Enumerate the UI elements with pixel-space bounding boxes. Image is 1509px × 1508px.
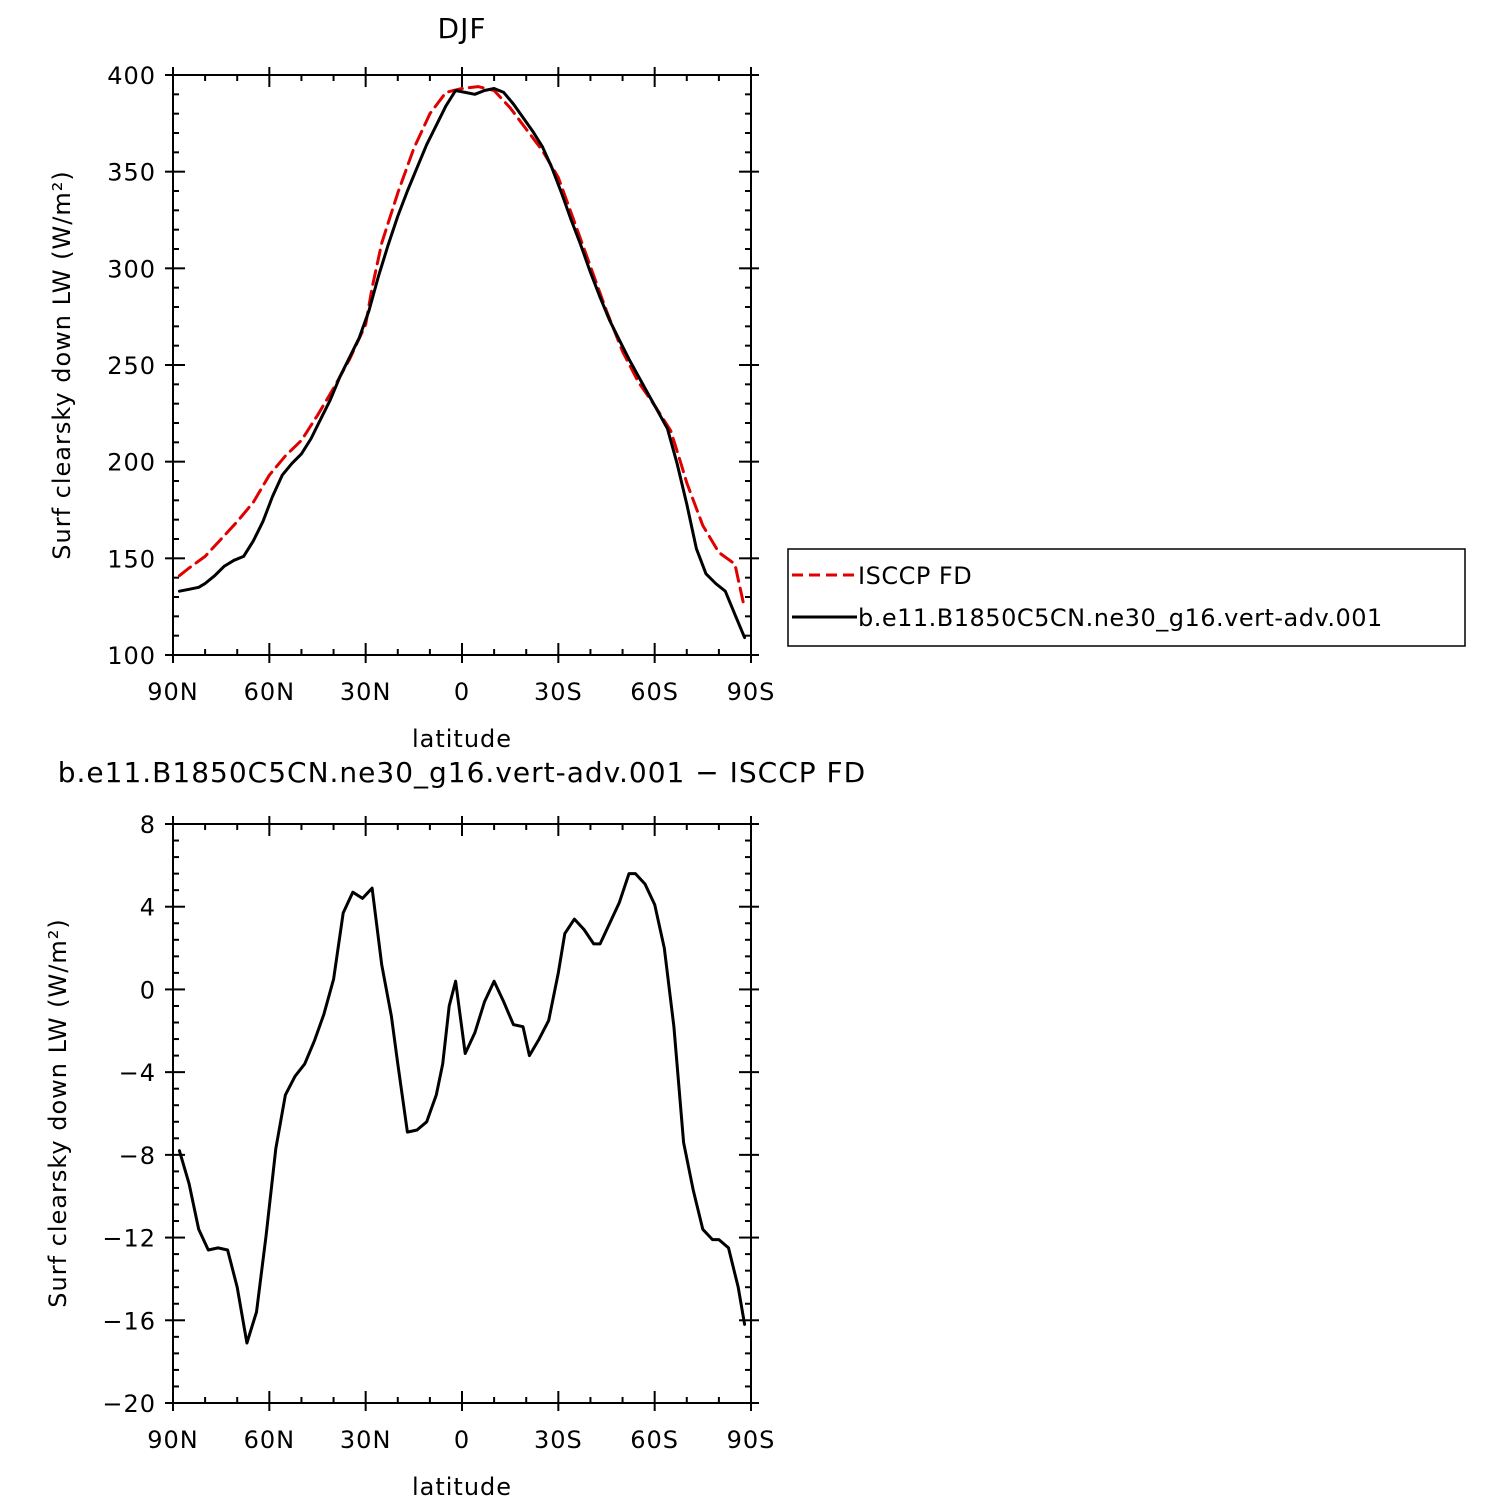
bottom-x-tick-label: 30S	[534, 1426, 583, 1454]
bottom-x-tick-label: 90N	[147, 1426, 199, 1454]
top-x-tick-label: 0	[454, 678, 470, 706]
top-y-tick-label: 400	[107, 62, 156, 90]
bottom-y-tick-label: −8	[119, 1142, 156, 1170]
top-y-axis-label: Surf clearsky down LW (W/m²)	[48, 170, 76, 559]
top-y-tick-label: 100	[107, 642, 156, 670]
bottom-y-axis-label: Surf clearsky down LW (W/m²)	[44, 918, 72, 1307]
top-x-axis-label: latitude	[412, 725, 512, 753]
top-y-tick-label: 300	[107, 255, 156, 283]
bottom-y-tick-label: −12	[102, 1225, 156, 1253]
top-x-tick-label: 90N	[147, 678, 199, 706]
bottom-x-tick-label: 90S	[727, 1426, 776, 1454]
bottom-y-tick-label: 0	[140, 976, 156, 1004]
bottom-y-tick-label: 8	[140, 811, 156, 839]
top-panel: DJF latitude Surf clearsky down LW (W/m²…	[48, 12, 776, 753]
legend: ISCCP FD b.e11.B1850C5CN.ne30_g16.vert-a…	[787, 548, 1466, 647]
legend-box	[787, 548, 1466, 647]
bottom-series-line-0	[177, 872, 747, 1345]
bottom-x-tick-label: 0	[454, 1426, 470, 1454]
top-y-tick-label: 250	[107, 352, 156, 380]
bottom-x-tick-label: 30N	[340, 1426, 392, 1454]
bottom-x-tick-label: 60S	[630, 1426, 679, 1454]
top-y-tick-label: 350	[107, 159, 156, 187]
bottom-y-tick-label: −4	[119, 1059, 156, 1087]
bottom-plot-title: b.e11.B1850C5CN.ne30_g16.vert-adv.001 − …	[58, 756, 866, 789]
top-x-tick-label: 30N	[340, 678, 392, 706]
bottom-y-tick-label: −20	[102, 1390, 156, 1418]
top-series-line-0	[177, 85, 747, 611]
top-plot-title: DJF	[438, 12, 487, 45]
top-plot-frame	[172, 74, 752, 656]
top-x-tick-label: 60N	[244, 678, 296, 706]
top-y-tick-label: 200	[107, 449, 156, 477]
top-y-tick-label: 150	[107, 545, 156, 573]
bottom-x-tick-label: 60N	[244, 1426, 296, 1454]
top-x-tick-label: 60S	[630, 678, 679, 706]
top-x-tick-label: 30S	[534, 678, 583, 706]
bottom-x-axis-label: latitude	[412, 1473, 512, 1501]
bottom-y-tick-label: −16	[102, 1307, 156, 1335]
legend-label-isccp: ISCCP FD	[858, 562, 972, 590]
legend-label-model: b.e11.B1850C5CN.ne30_g16.vert-adv.001	[858, 604, 1383, 632]
bottom-panel: b.e11.B1850C5CN.ne30_g16.vert-adv.001 − …	[44, 756, 866, 1501]
bottom-y-tick-label: 4	[140, 894, 156, 922]
top-x-tick-label: 90S	[727, 678, 776, 706]
bottom-plot-frame	[172, 823, 752, 1404]
top-series-line-1	[177, 87, 747, 640]
